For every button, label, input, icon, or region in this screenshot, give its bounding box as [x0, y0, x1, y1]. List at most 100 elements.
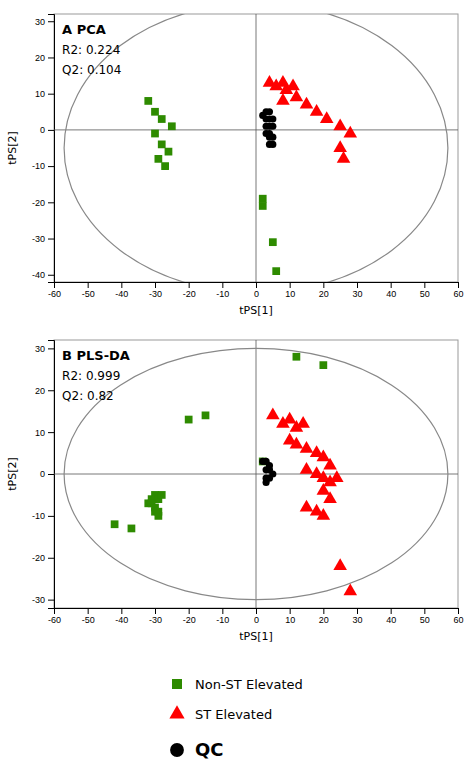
- x-tick-mark: [323, 608, 324, 614]
- y-tick: -30: [32, 595, 54, 605]
- x-tick-label: -40: [115, 615, 128, 625]
- point: [266, 408, 280, 420]
- y-tick: -20: [32, 553, 54, 563]
- legend-marker: [170, 743, 184, 757]
- point: [269, 115, 276, 122]
- point: [300, 500, 314, 512]
- point: [144, 97, 152, 105]
- panel: -60-50-40-30-20-100102030405060-40-30-20…: [6, 3, 464, 317]
- x-tick-mark: [189, 282, 190, 288]
- x-tick-label: -30: [149, 289, 162, 299]
- y-tick-label: -40: [32, 270, 45, 280]
- x-tick-mark: [189, 608, 190, 614]
- point: [320, 111, 334, 123]
- x-tick-label: 0: [254, 615, 259, 625]
- x-tick-mark: [256, 608, 257, 614]
- x-tick-label: 10: [285, 289, 295, 299]
- point: [151, 108, 159, 116]
- x-tick-label: 0: [254, 289, 259, 299]
- legend-label: Non-ST Elevated: [195, 677, 303, 692]
- point: [276, 93, 290, 105]
- x-tick: -30: [149, 608, 162, 625]
- point: [259, 202, 267, 210]
- y-axis: -30-20-100102030: [32, 341, 55, 609]
- point: [269, 141, 276, 148]
- x-tick-label: 60: [453, 615, 463, 625]
- y-tick: 0: [40, 125, 54, 135]
- legend-marker: [172, 679, 182, 689]
- x-tick-label: -50: [82, 289, 95, 299]
- y-axis: -40-30-20-100102030: [32, 15, 55, 283]
- x-tick-label: -60: [48, 289, 61, 299]
- point: [154, 155, 162, 163]
- x-axis-line: [55, 609, 459, 615]
- x-tick: 40: [386, 608, 396, 625]
- legend-label: ST Elevated: [195, 707, 272, 722]
- point: [283, 412, 297, 424]
- y-tick: 10: [35, 89, 54, 99]
- x-axis: -60-50-40-30-20-100102030405060: [48, 608, 464, 625]
- x-tick-label: -60: [48, 615, 61, 625]
- legend-item: ST Elevated: [169, 705, 272, 721]
- x-tick: 40: [386, 282, 396, 299]
- x-tick: 10: [285, 608, 295, 625]
- x-tick-label: 50: [420, 615, 430, 625]
- x-tick-label: -20: [183, 289, 196, 299]
- x-tick: -60: [48, 608, 61, 625]
- x-tick: -10: [216, 282, 229, 299]
- x-tick-label: 20: [319, 289, 329, 299]
- panel: -60-50-40-30-20-100102030405060-30-20-10…: [6, 340, 464, 643]
- x-tick-mark: [357, 608, 358, 614]
- y-tick-mark: [48, 130, 54, 131]
- y-tick-mark: [48, 21, 54, 22]
- x-tick-mark: [323, 282, 324, 288]
- point: [266, 108, 273, 115]
- point: [154, 512, 162, 520]
- x-tick-mark: [357, 282, 358, 288]
- y-tick: 20: [35, 53, 54, 63]
- y-tick-label: -10: [32, 511, 45, 521]
- x-tick-label: 30: [352, 289, 362, 299]
- y-tick-label: -20: [32, 553, 45, 563]
- y-tick-label: 10: [35, 428, 45, 438]
- point: [317, 483, 331, 495]
- point: [269, 238, 277, 246]
- y-axis-line: [48, 15, 55, 283]
- legend-item: Non-ST Elevated: [172, 677, 303, 692]
- y-tick: 30: [35, 17, 54, 27]
- series-square: [111, 353, 327, 532]
- x-tick-label: -20: [183, 615, 196, 625]
- x-tick: -50: [82, 608, 95, 625]
- x-tick-label: 60: [453, 289, 463, 299]
- x-tick-label: 10: [285, 615, 295, 625]
- x-tick: -40: [115, 608, 128, 625]
- x-tick-mark: [458, 608, 459, 614]
- y-tick-mark: [48, 239, 54, 240]
- point: [343, 583, 357, 595]
- y-tick-mark: [48, 600, 54, 601]
- x-tick-label: 50: [420, 289, 430, 299]
- point: [333, 118, 347, 130]
- y-tick-mark: [48, 348, 54, 349]
- point: [330, 470, 344, 482]
- y-tick: -40: [32, 270, 54, 280]
- x-tick-mark: [88, 608, 89, 614]
- x-tick: -40: [115, 282, 128, 299]
- point: [158, 115, 166, 123]
- series-circle: [259, 458, 276, 486]
- y-tick: -10: [32, 511, 54, 521]
- x-tick-mark: [391, 282, 392, 288]
- x-tick: 50: [420, 282, 430, 299]
- panel-title: B PLS-DA: [62, 348, 130, 363]
- x-tick-mark: [424, 282, 425, 288]
- x-tick-mark: [290, 282, 291, 288]
- x-tick-mark: [121, 608, 122, 614]
- confidence-ellipse: [64, 348, 448, 599]
- chart-root: -60 -50 -40 -30 -20 -10 0 10 20 30 40 50 60 -40 -30 -20…: [0, 0, 474, 771]
- x-tick-label: -30: [149, 615, 162, 625]
- x-axis-title: tPS[1]: [239, 630, 273, 643]
- x-tick-mark: [424, 608, 425, 614]
- point: [319, 361, 327, 369]
- point: [151, 130, 159, 138]
- point: [272, 267, 280, 275]
